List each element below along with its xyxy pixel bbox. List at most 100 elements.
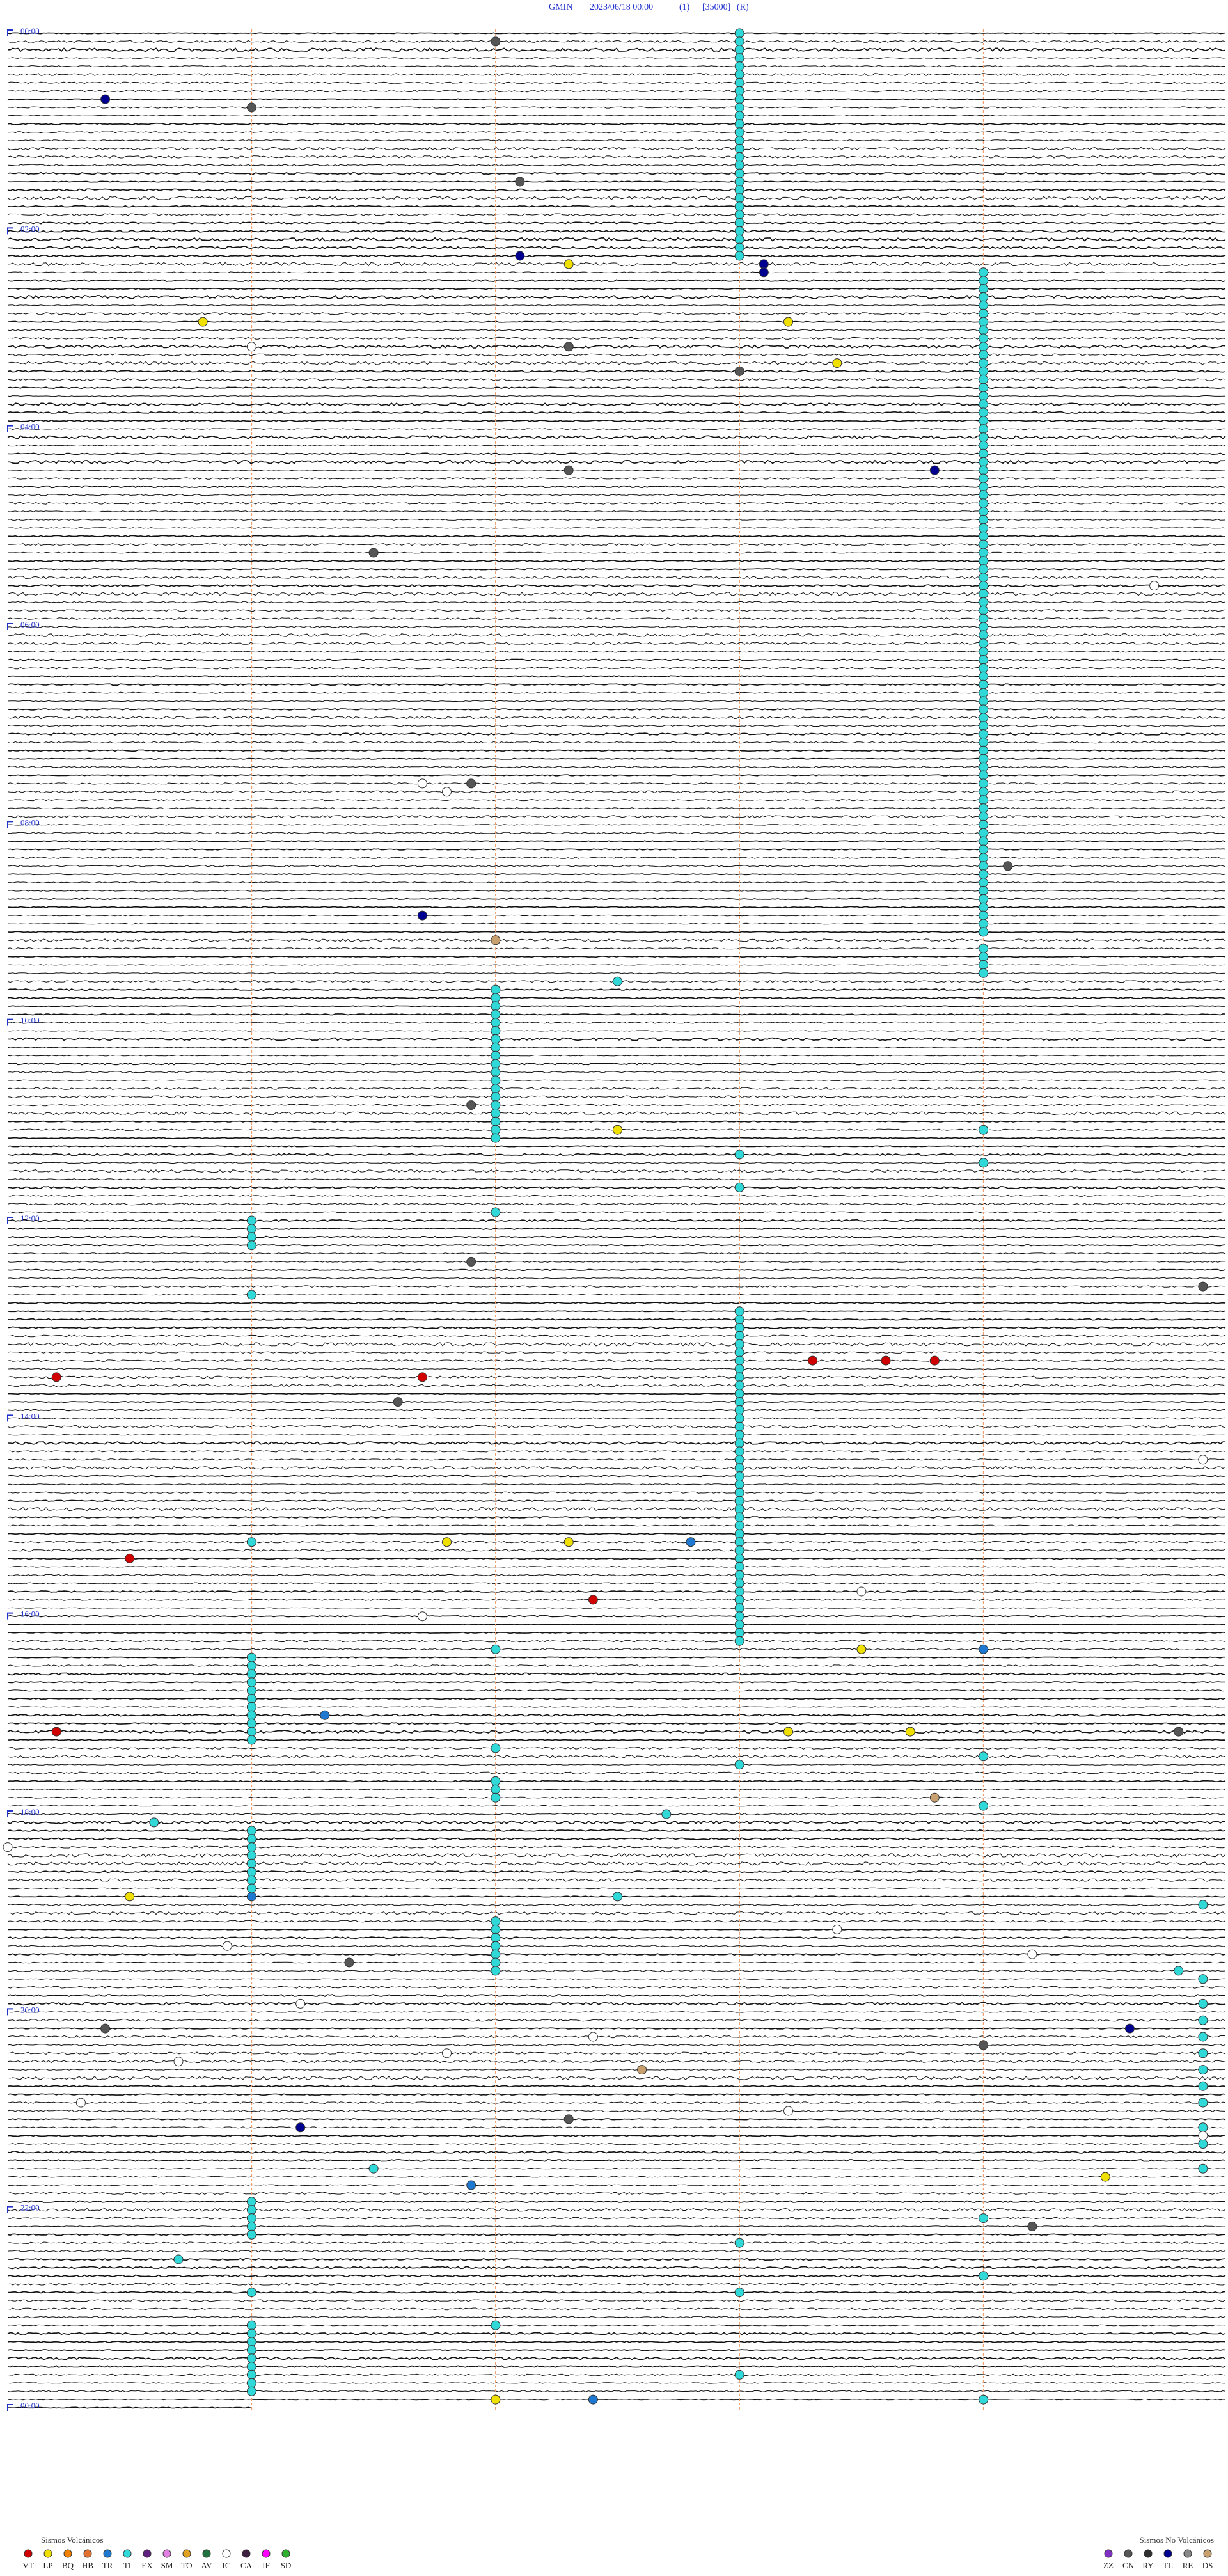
event	[1198, 1281, 1208, 1292]
event	[246, 1735, 256, 1745]
event	[734, 1760, 744, 1770]
trace	[7, 1788, 1226, 1790]
trace	[7, 560, 1226, 562]
trace	[7, 1474, 1226, 1478]
trace	[7, 1861, 1226, 1866]
trace	[7, 1533, 1226, 1535]
traces	[7, 32, 1226, 2409]
event	[734, 1496, 744, 1506]
trace	[7, 1845, 1226, 1849]
hour-label: 08:00	[20, 818, 40, 827]
trace	[7, 626, 1226, 628]
event	[734, 1455, 744, 1465]
event	[246, 1661, 256, 1671]
event	[3, 1842, 13, 1853]
trace	[7, 344, 1226, 349]
event	[613, 1125, 622, 1135]
event	[734, 160, 744, 170]
trace	[7, 1194, 1226, 1197]
trace	[7, 1713, 1226, 1717]
event	[808, 1355, 818, 1366]
event	[491, 1924, 501, 1934]
trace	[7, 1887, 1226, 1890]
event	[1174, 1727, 1184, 1737]
event	[734, 1405, 744, 1415]
event	[75, 2098, 86, 2108]
event	[1198, 2163, 1208, 2174]
trace	[7, 1681, 1225, 1684]
trace	[7, 1754, 1226, 1758]
event	[246, 1710, 256, 1720]
event	[734, 201, 744, 212]
event	[246, 1892, 256, 1902]
trace	[7, 40, 1226, 43]
event	[246, 2345, 256, 2355]
trace	[7, 2060, 1226, 2064]
event	[783, 2106, 793, 2116]
trace	[7, 2406, 251, 2409]
event	[734, 127, 744, 138]
trace	[7, 807, 1226, 810]
trace	[8, 2126, 1226, 2129]
event	[1149, 581, 1160, 591]
event	[491, 1075, 501, 1086]
trace	[7, 2356, 1226, 2360]
hour-label: 10:00	[20, 1016, 40, 1025]
event	[979, 885, 989, 896]
event	[295, 2122, 306, 2133]
trace	[7, 1764, 1226, 1766]
event	[979, 811, 989, 821]
trace	[7, 1466, 1226, 1470]
trace	[7, 294, 1226, 300]
trace	[8, 1870, 1226, 1874]
event	[491, 1792, 501, 1803]
event	[734, 1620, 744, 1630]
event	[979, 556, 989, 566]
event	[51, 1727, 61, 1737]
trace	[7, 2134, 1226, 2137]
trace	[7, 2373, 1226, 2376]
event	[246, 1537, 256, 1547]
trace	[7, 229, 1225, 233]
trace	[7, 1656, 1225, 1659]
trace	[7, 2093, 1226, 2096]
trace	[7, 1549, 1226, 1552]
event	[246, 1694, 256, 1704]
event	[491, 1932, 501, 1943]
event	[246, 1215, 256, 1226]
trace	[7, 782, 1226, 785]
trace	[7, 353, 1226, 356]
trace	[7, 2233, 1226, 2236]
trace	[7, 1062, 1226, 1066]
event	[734, 1595, 744, 1605]
event	[979, 1751, 989, 1762]
trace	[7, 955, 1226, 958]
trace	[7, 691, 1225, 694]
event	[1198, 2032, 1208, 2042]
event	[759, 267, 769, 278]
trace	[7, 115, 1226, 117]
event	[734, 94, 744, 104]
trace	[8, 1878, 1226, 1882]
event	[734, 251, 744, 261]
trace	[7, 1813, 1226, 1815]
event	[734, 1430, 744, 1440]
trace	[7, 1994, 1226, 1997]
event	[246, 1669, 256, 1679]
trace	[7, 1450, 1226, 1453]
event	[905, 1727, 915, 1737]
hour-tick	[7, 425, 13, 432]
event	[734, 226, 744, 236]
event	[466, 1256, 476, 1267]
event	[734, 111, 744, 121]
event	[979, 869, 989, 880]
legend-swatch	[103, 2549, 112, 2558]
event	[734, 1487, 744, 1497]
trace	[7, 1293, 1226, 1296]
event	[686, 1537, 696, 1547]
trace	[7, 931, 1226, 933]
trace	[7, 1722, 1226, 1725]
trace	[7, 2069, 1226, 2071]
trace	[7, 1137, 1226, 1139]
event	[979, 482, 989, 492]
